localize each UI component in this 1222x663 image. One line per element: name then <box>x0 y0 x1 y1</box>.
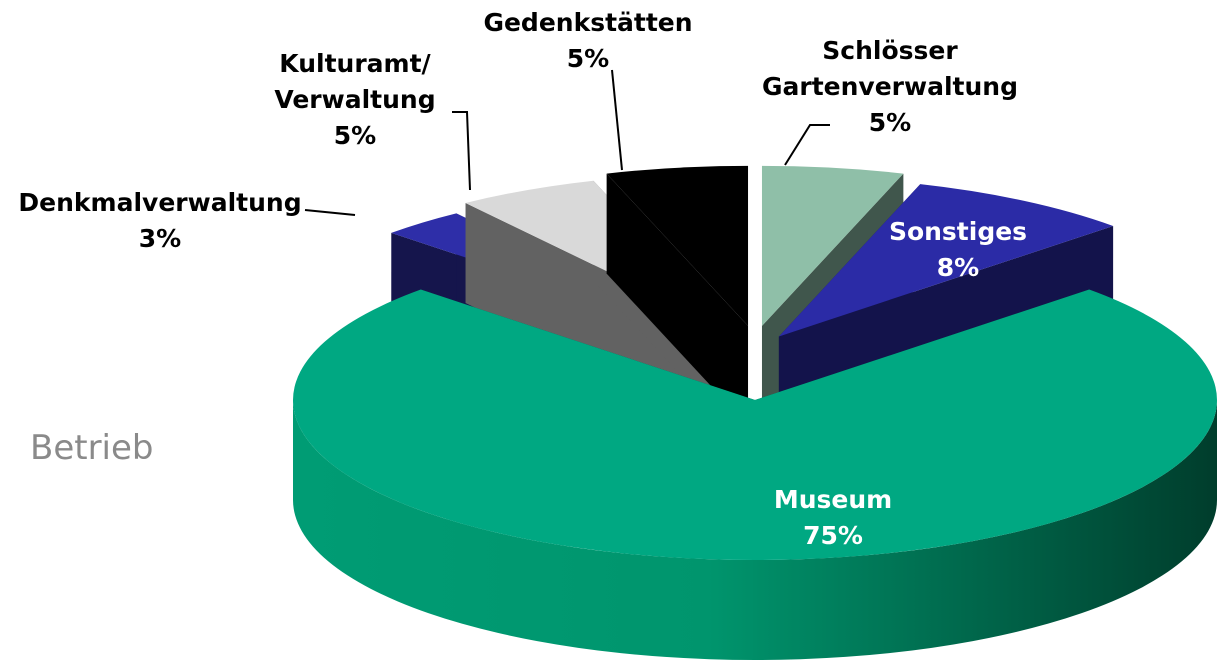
value-label: 5% <box>566 44 610 73</box>
slice-label: Sonstiges 8% <box>889 214 1027 286</box>
leader-line <box>784 124 830 166</box>
slice-side <box>606 173 749 426</box>
slice-label: Gedenkstätten 5% <box>483 5 692 77</box>
slice <box>293 289 1218 560</box>
value-label: 5% <box>333 121 377 150</box>
value-label: 8% <box>936 253 980 282</box>
category-label: Gedenkstätten <box>483 8 693 37</box>
slice-label: Museum 75% <box>774 482 892 554</box>
slice-side <box>293 400 1217 660</box>
slice-label: Denkmalverwaltung 3% <box>18 185 301 257</box>
value-label: 3% <box>138 224 182 253</box>
category-label: Museum <box>773 485 893 514</box>
slice <box>761 165 904 326</box>
leader-line <box>611 69 623 171</box>
side-text: Betrieb <box>30 428 154 468</box>
category-label: Denkmalverwaltung <box>18 188 302 217</box>
leader-line <box>304 209 356 216</box>
leader-line <box>452 111 471 191</box>
slice-label: Kulturamt/ Verwaltung 5% <box>274 46 435 154</box>
slice <box>778 184 1114 337</box>
slice-label: Schlösser Gartenverwaltung 5% <box>762 33 1018 141</box>
slice <box>606 165 749 326</box>
category-label: Sonstiges <box>888 217 1028 246</box>
value-label: 5% <box>868 108 912 137</box>
category-label: Kulturamt/ Verwaltung <box>274 49 436 114</box>
category-label: Schlösser Gartenverwaltung <box>762 36 1018 101</box>
value-label: 75% <box>803 521 863 550</box>
